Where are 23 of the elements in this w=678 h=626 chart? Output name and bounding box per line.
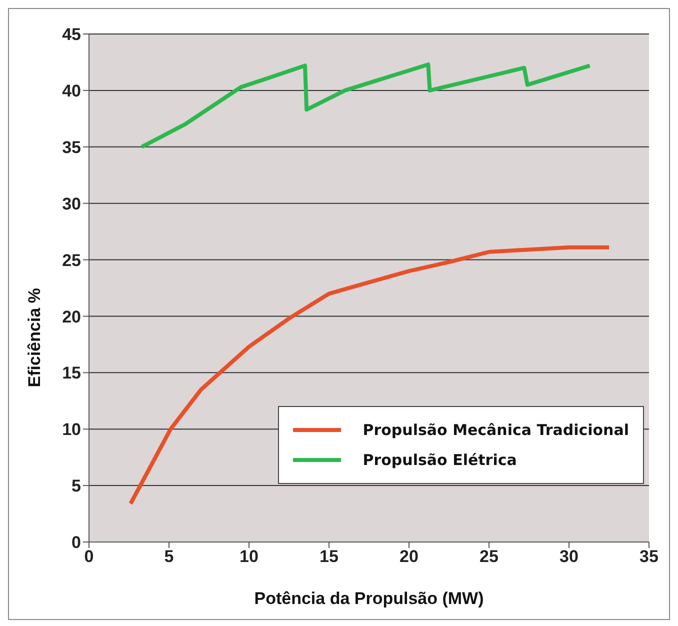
x-tick-label: 30 [560, 547, 578, 566]
line-series [140, 62, 592, 149]
y-axis-title: Eficiência % [25, 288, 44, 388]
x-axis-title: Potência da Propulsão (MW) [254, 589, 484, 608]
x-tick-label: 20 [400, 547, 418, 566]
x-tick-label: 5 [164, 547, 174, 566]
y-tick-label: 30 [62, 194, 81, 214]
y-tick-label: 10 [62, 420, 81, 440]
x-tick-label: 10 [240, 547, 258, 566]
x-tick-label: 0 [84, 547, 94, 566]
y-tick-label: 15 [62, 364, 81, 383]
x-tick-label: 15 [320, 547, 338, 566]
y-tick-label: 40 [62, 81, 81, 100]
legend-label: Propulsão Mecânica Tradicional [362, 420, 629, 441]
x-tick-label: 35 [640, 547, 658, 566]
y-tick-label: 0 [72, 533, 81, 552]
legend-label: Propulsão Elétrica [362, 450, 517, 471]
y-tick-label: 20 [62, 307, 81, 326]
x-tick-label: 25 [480, 547, 498, 566]
y-tick-label: 5 [72, 476, 81, 496]
y-tick-label: 25 [62, 250, 81, 270]
y-tick-label: 35 [62, 138, 81, 157]
y-tick-label: 45 [62, 25, 81, 44]
